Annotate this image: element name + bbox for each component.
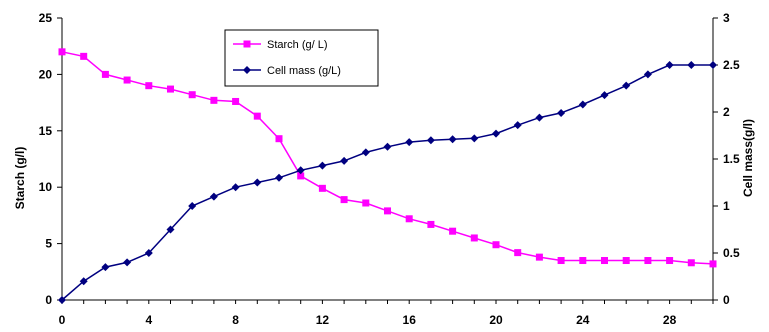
cell-mass-point (665, 61, 674, 69)
y1-axis-label: Starch (g/l) (13, 147, 27, 210)
starch-point (427, 220, 435, 228)
legend-cell-mass-label: Cell mass (g/L) (267, 65, 341, 77)
starch-point (601, 257, 608, 265)
cell-mass-point (643, 70, 652, 79)
cell-mass-point (296, 166, 305, 175)
plot-area: 0 5 10 15 20 25 0 0.5 1 1.5 2 2.5 3 0 4 8 12 16 20 24 28 (39, 11, 740, 327)
starch-point (362, 199, 370, 207)
y2-tick-label: 2.5 (723, 58, 740, 72)
cell-mass-point (405, 138, 414, 147)
starch-point (666, 257, 674, 265)
y2-tick-label: 0.5 (723, 246, 740, 260)
starch-point (145, 82, 153, 90)
starch-point (318, 184, 326, 192)
cell-mass-point (600, 91, 609, 100)
starch-point (405, 215, 413, 223)
starch-point (123, 76, 131, 84)
y1-tick-label: 0 (45, 293, 52, 307)
y2-tick-label: 2 (723, 105, 730, 119)
starch-point (492, 241, 500, 249)
starch-point (449, 227, 457, 235)
cell-mass-point (535, 113, 544, 122)
starch-point (275, 135, 283, 143)
cell-mass-point (58, 296, 66, 304)
starch-point (210, 96, 218, 104)
cell-mass-point (188, 202, 197, 210)
starch-point (709, 260, 717, 268)
cell-mass-point (687, 61, 696, 69)
legend: Starch (g/ L) Cell mass (g/L) (224, 29, 379, 87)
legend-cell-mass-marker (243, 66, 251, 74)
cell-mass-point (383, 142, 392, 151)
starch-point (297, 172, 305, 180)
x-tick-label: 0 (59, 313, 66, 327)
y1-tick-label: 15 (39, 124, 53, 138)
starch-point (384, 207, 391, 215)
x-tick-label: 24 (576, 313, 590, 327)
cell-mass-point (513, 121, 522, 130)
cell-mass-point (622, 81, 631, 90)
starch-point (80, 52, 88, 60)
cell-mass-point (492, 129, 500, 138)
cell-mass-point (166, 225, 175, 234)
x-tick-label: 16 (403, 313, 417, 327)
starch-point (514, 249, 522, 257)
cell-mass-point (340, 156, 349, 165)
starch-point (644, 257, 652, 265)
y2-tick-label: 0 (723, 293, 730, 307)
x-tick-label: 4 (145, 313, 152, 327)
starch-point (622, 257, 630, 265)
starch-point (167, 85, 174, 93)
cell-mass-point (275, 173, 283, 182)
cell-mass-point (123, 258, 132, 267)
cell-mass-point (231, 183, 240, 192)
legend-box (224, 29, 379, 87)
cell-mass-point (361, 148, 370, 157)
starch-point (58, 48, 66, 56)
starch-point (557, 257, 565, 265)
cell-mass-point (578, 100, 587, 109)
starch-point (188, 91, 196, 99)
cell-mass-point (318, 161, 327, 170)
starch-point (687, 259, 695, 267)
cell-mass-point (448, 135, 457, 144)
starch-point (470, 234, 478, 242)
cell-mass-point (209, 192, 218, 201)
cell-mass-point (144, 249, 153, 257)
y1-tick-label: 20 (39, 67, 53, 81)
cell-mass-point (557, 108, 566, 117)
legend-starch-label: Starch (g/ L) (267, 39, 328, 51)
legend-starch-marker (243, 40, 251, 48)
cell-mass-point (79, 277, 88, 286)
y2-axis-label: Cell mass(g/l) (741, 119, 755, 197)
x-tick-label: 28 (663, 313, 677, 327)
starch-point (253, 112, 261, 120)
cell-mass-point (101, 263, 110, 272)
starch-point (340, 196, 348, 204)
y1-tick-label: 10 (39, 180, 53, 194)
cell-mass-point (426, 136, 435, 145)
cell-mass-point (470, 134, 479, 143)
y1-tick-label: 5 (45, 237, 52, 251)
y2-tick-label: 1 (723, 199, 730, 213)
y2-tick-label: 1.5 (723, 152, 740, 166)
cell-mass-point (709, 61, 717, 69)
x-tick-label: 20 (489, 313, 503, 327)
y1-tick-label: 25 (39, 11, 53, 25)
starch-point (232, 97, 240, 105)
starch-point (101, 70, 109, 78)
x-tick-label: 8 (232, 313, 239, 327)
x-tick-label: 12 (316, 313, 330, 327)
cell-mass-point (253, 178, 262, 187)
starch-point (535, 253, 543, 261)
starch-point (579, 257, 587, 265)
y2-tick-label: 3 (723, 11, 730, 25)
